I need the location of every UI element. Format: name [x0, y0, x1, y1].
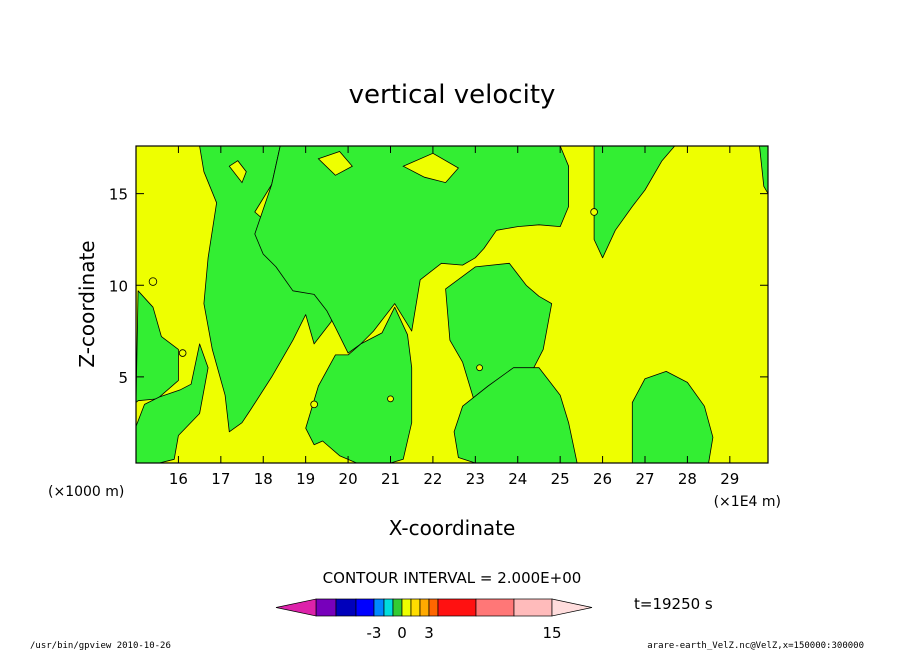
colorbar-bin — [428, 598, 439, 617]
chart-title: vertical velocity — [349, 80, 556, 110]
time-label: t=19250 s — [634, 595, 713, 613]
x-tick-label: 21 — [381, 470, 400, 488]
contour-region-positive — [453, 367, 578, 463]
colorbar-arrow-left — [275, 598, 317, 617]
colorbar-bin — [410, 598, 421, 617]
contour-region-positive — [254, 146, 569, 354]
regions-layer — [136, 146, 768, 463]
y-axis-label: Z-coordinate — [75, 240, 99, 367]
colorbar-arrow-right — [551, 598, 593, 617]
x-tick-label: 26 — [593, 470, 612, 488]
y-tick-label: 10 — [109, 277, 128, 295]
x-tick-label: 27 — [635, 470, 654, 488]
contour-speck — [476, 364, 483, 372]
x-tick-label: 28 — [678, 470, 697, 488]
x-tick-label: 20 — [339, 470, 358, 488]
colorbar-bin — [315, 598, 337, 617]
plot-frame — [135, 145, 769, 464]
contour-region-positive — [593, 146, 676, 259]
colorbar-labels: -3 0 3 15 — [367, 624, 562, 642]
x-tick-label: 18 — [254, 470, 273, 488]
contour-region-positive — [199, 146, 341, 433]
contour-region-hole — [228, 160, 247, 184]
x-tick-label: 19 — [296, 470, 315, 488]
x-tick-label: 25 — [551, 470, 570, 488]
contour-region-hole — [402, 152, 460, 184]
x-axis-label: X-coordinate — [389, 516, 516, 540]
colorbar-bin — [355, 598, 375, 617]
contour-interval-text: CONTOUR INTERVAL = 2.000E+00 — [323, 569, 582, 587]
footer-left-text: /usr/bin/gpview 2010-10-26 — [30, 641, 171, 651]
contour-region-positive — [759, 146, 768, 195]
colorbar — [275, 598, 593, 617]
x-tick-label: 24 — [508, 470, 527, 488]
x-tick-label: 23 — [466, 470, 485, 488]
colorbar-label: -3 — [367, 624, 382, 642]
contour-region-hole — [317, 151, 353, 176]
plot-area — [136, 146, 768, 463]
footer-right-text: arare-earth_VelZ.nc@VelZ,x=150000:300000 — [647, 641, 864, 651]
contour-speck — [387, 395, 394, 403]
colorbar-bin — [401, 598, 412, 617]
x-tick-label: 22 — [423, 470, 442, 488]
colorbar-bin — [392, 598, 403, 617]
colorbar-bin — [373, 598, 385, 617]
x-ticks: 16 17 18 19 20 21 22 23 24 25 26 27 28 29 — [169, 146, 739, 488]
x-scale-note-right: (×1E4 m) — [714, 494, 781, 510]
contour-speck — [590, 208, 598, 216]
x-scale-note-left: (×1000 m) — [48, 484, 124, 500]
contour-region-positive — [631, 370, 714, 463]
contour-region-positive — [305, 306, 413, 463]
colorbar-bin — [335, 598, 357, 617]
colorbar-label: 0 — [397, 624, 407, 642]
colorbar-label: 15 — [542, 624, 561, 642]
contour-region-positive — [136, 290, 179, 403]
colorbar-bin — [513, 598, 553, 617]
contour-speck — [178, 349, 187, 357]
x-tick-label: 29 — [720, 470, 739, 488]
colorbar-bin — [437, 598, 477, 617]
x-tick-label: 16 — [169, 470, 188, 488]
x-tick-label: 17 — [211, 470, 230, 488]
contour-speck — [148, 277, 158, 286]
contour-speck — [310, 400, 318, 409]
contour-region-positive — [136, 343, 209, 463]
colorbar-bin — [419, 598, 430, 617]
y-tick-label: 5 — [118, 369, 128, 387]
colorbar-label: 3 — [424, 624, 434, 642]
colorbar-bin — [475, 598, 515, 617]
y-ticks: 5 10 15 — [109, 186, 768, 387]
colorbar-bin — [383, 598, 394, 617]
y-tick-label: 15 — [109, 186, 128, 204]
